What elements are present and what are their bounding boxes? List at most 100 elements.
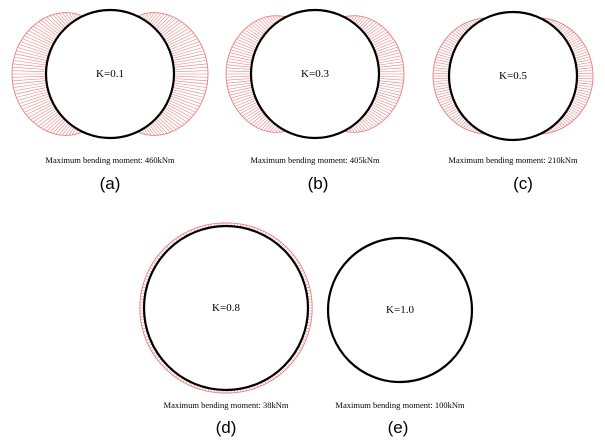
moment-hatch-line bbox=[230, 91, 254, 99]
moment-hatch-line bbox=[561, 116, 570, 124]
moment-hatch-line bbox=[454, 115, 463, 123]
moment-hatch-line bbox=[433, 72, 450, 75]
moment-hatch-line bbox=[359, 119, 369, 130]
panel-c: K=0.5 Maximum bending moment: 210kNm (c) bbox=[432, 10, 594, 193]
moment-hatch-line bbox=[436, 91, 451, 96]
moment-envelope bbox=[11, 12, 209, 136]
panel-d: K=0.8 Maximum bending moment: 38kNm (d) bbox=[139, 222, 313, 437]
panel-a: K=0.1 Maximum bending moment: 460kNm (a) bbox=[11, 8, 209, 193]
moment-hatch-line bbox=[435, 89, 451, 93]
moment-hatch-line bbox=[52, 119, 66, 134]
moment-hatch-line bbox=[170, 95, 200, 107]
moment-hatch-line bbox=[233, 95, 255, 104]
moment-hatch-line bbox=[570, 103, 583, 111]
moment-hatch-line bbox=[236, 99, 257, 110]
moment-hatch-line bbox=[272, 125, 278, 133]
moment-hatch-line bbox=[439, 97, 453, 104]
moment-hatch-line bbox=[576, 82, 593, 85]
moment-hatch-line bbox=[569, 39, 582, 47]
moment-hatch-line bbox=[170, 93, 202, 104]
moment-hatch-line bbox=[458, 118, 466, 126]
moment-hatch-line bbox=[433, 64, 450, 68]
moment-hatch-line bbox=[13, 60, 47, 66]
moment-hatch-line bbox=[172, 84, 206, 92]
moment-hatch-line bbox=[360, 19, 372, 30]
moment-hatch-line bbox=[226, 75, 252, 78]
lining-ring-e bbox=[326, 236, 474, 384]
moment-hatch-line bbox=[49, 118, 65, 133]
moment-hatch-line bbox=[172, 56, 206, 64]
moment-hatch-line bbox=[244, 29, 261, 41]
moment-hatch-line bbox=[433, 82, 450, 85]
moment-hatch-line bbox=[68, 12, 75, 22]
moment-hatch-line bbox=[575, 91, 590, 96]
moment-hatch-line bbox=[173, 70, 208, 73]
moment-hatch-line bbox=[173, 78, 208, 82]
moment-hatch-line bbox=[17, 47, 49, 57]
moment-hatch-line bbox=[255, 116, 268, 128]
moment-hatch-line bbox=[575, 56, 590, 61]
moment-hatch-line bbox=[46, 16, 63, 32]
moment-hatch-line bbox=[155, 118, 171, 133]
sublabel-b: (b) bbox=[308, 174, 329, 193]
moment-hatch-line bbox=[24, 99, 52, 113]
moment-hatch-line bbox=[436, 53, 452, 59]
moment-hatch-line bbox=[236, 38, 257, 49]
moment-hatch-line bbox=[563, 115, 572, 123]
moment-hatch-line bbox=[149, 124, 159, 136]
moment-hatch-line bbox=[234, 97, 256, 107]
moment-hatch-line bbox=[32, 25, 56, 41]
moment-hatch-line bbox=[573, 97, 587, 104]
moment-hatch-line bbox=[365, 23, 380, 35]
moment-hatch-line bbox=[462, 121, 469, 128]
moment-hatch-line bbox=[360, 118, 372, 129]
moment-hatch-line bbox=[35, 23, 58, 39]
moment-hatch-line bbox=[143, 12, 149, 20]
moment-hatch-line bbox=[433, 84, 450, 88]
moment-hatch-line bbox=[55, 121, 68, 135]
moment-hatch-line bbox=[272, 15, 278, 23]
moment-hatch-line bbox=[244, 107, 261, 119]
moment-hatch-line bbox=[357, 121, 367, 131]
moment-hatch-line bbox=[30, 27, 55, 43]
moment-hatch-line bbox=[376, 49, 400, 57]
moment-hatch-line bbox=[573, 95, 588, 101]
moment-hatch-line bbox=[26, 101, 53, 116]
moment-hatch-line bbox=[269, 16, 276, 24]
moment-hatch-line bbox=[370, 105, 389, 117]
moment-hatch-line bbox=[443, 41, 456, 49]
moment-hatch-line bbox=[150, 13, 162, 26]
moment-hatch-line bbox=[238, 101, 258, 112]
moment-hatch-line bbox=[173, 82, 207, 88]
moment-hatch-line bbox=[375, 46, 399, 55]
moment-hatch-line bbox=[12, 70, 47, 73]
moment-hatch-line bbox=[354, 124, 361, 132]
moment-hatch-line bbox=[573, 51, 588, 57]
moment-hatch-line bbox=[150, 122, 162, 135]
moment-hatch-line bbox=[263, 121, 273, 131]
moment-hatch-line bbox=[359, 18, 369, 29]
moment-hatch-line bbox=[55, 13, 68, 27]
moment-hatch-line bbox=[58, 122, 70, 135]
moment-hatch-line bbox=[352, 125, 358, 133]
moment-hatch-line bbox=[444, 39, 457, 47]
moment-hatch-line bbox=[565, 33, 576, 41]
moment-hatch-line bbox=[228, 87, 253, 93]
moment-hatch-line bbox=[231, 46, 255, 55]
moment-hatch-line bbox=[170, 44, 202, 55]
moment-hatch-line bbox=[377, 55, 402, 61]
moment-hatch-line bbox=[152, 13, 165, 27]
moment-hatch-line bbox=[573, 48, 587, 55]
moment-hatch-line bbox=[576, 64, 593, 68]
moment-hatch-line bbox=[255, 20, 268, 32]
moment-hatch-line bbox=[258, 19, 270, 30]
moment-hatch-line bbox=[378, 64, 404, 68]
moment-hatch-line bbox=[433, 77, 450, 80]
moment-hatch-line bbox=[65, 12, 73, 23]
moment-hatch-line bbox=[15, 87, 48, 95]
moment-hatch-line bbox=[226, 64, 252, 68]
caption-e: Maximum bending moment: 100kNm bbox=[335, 400, 465, 410]
moment-hatch-line bbox=[456, 28, 465, 36]
moment-hatch-line bbox=[172, 89, 204, 98]
moment-hatch-line bbox=[372, 101, 392, 112]
